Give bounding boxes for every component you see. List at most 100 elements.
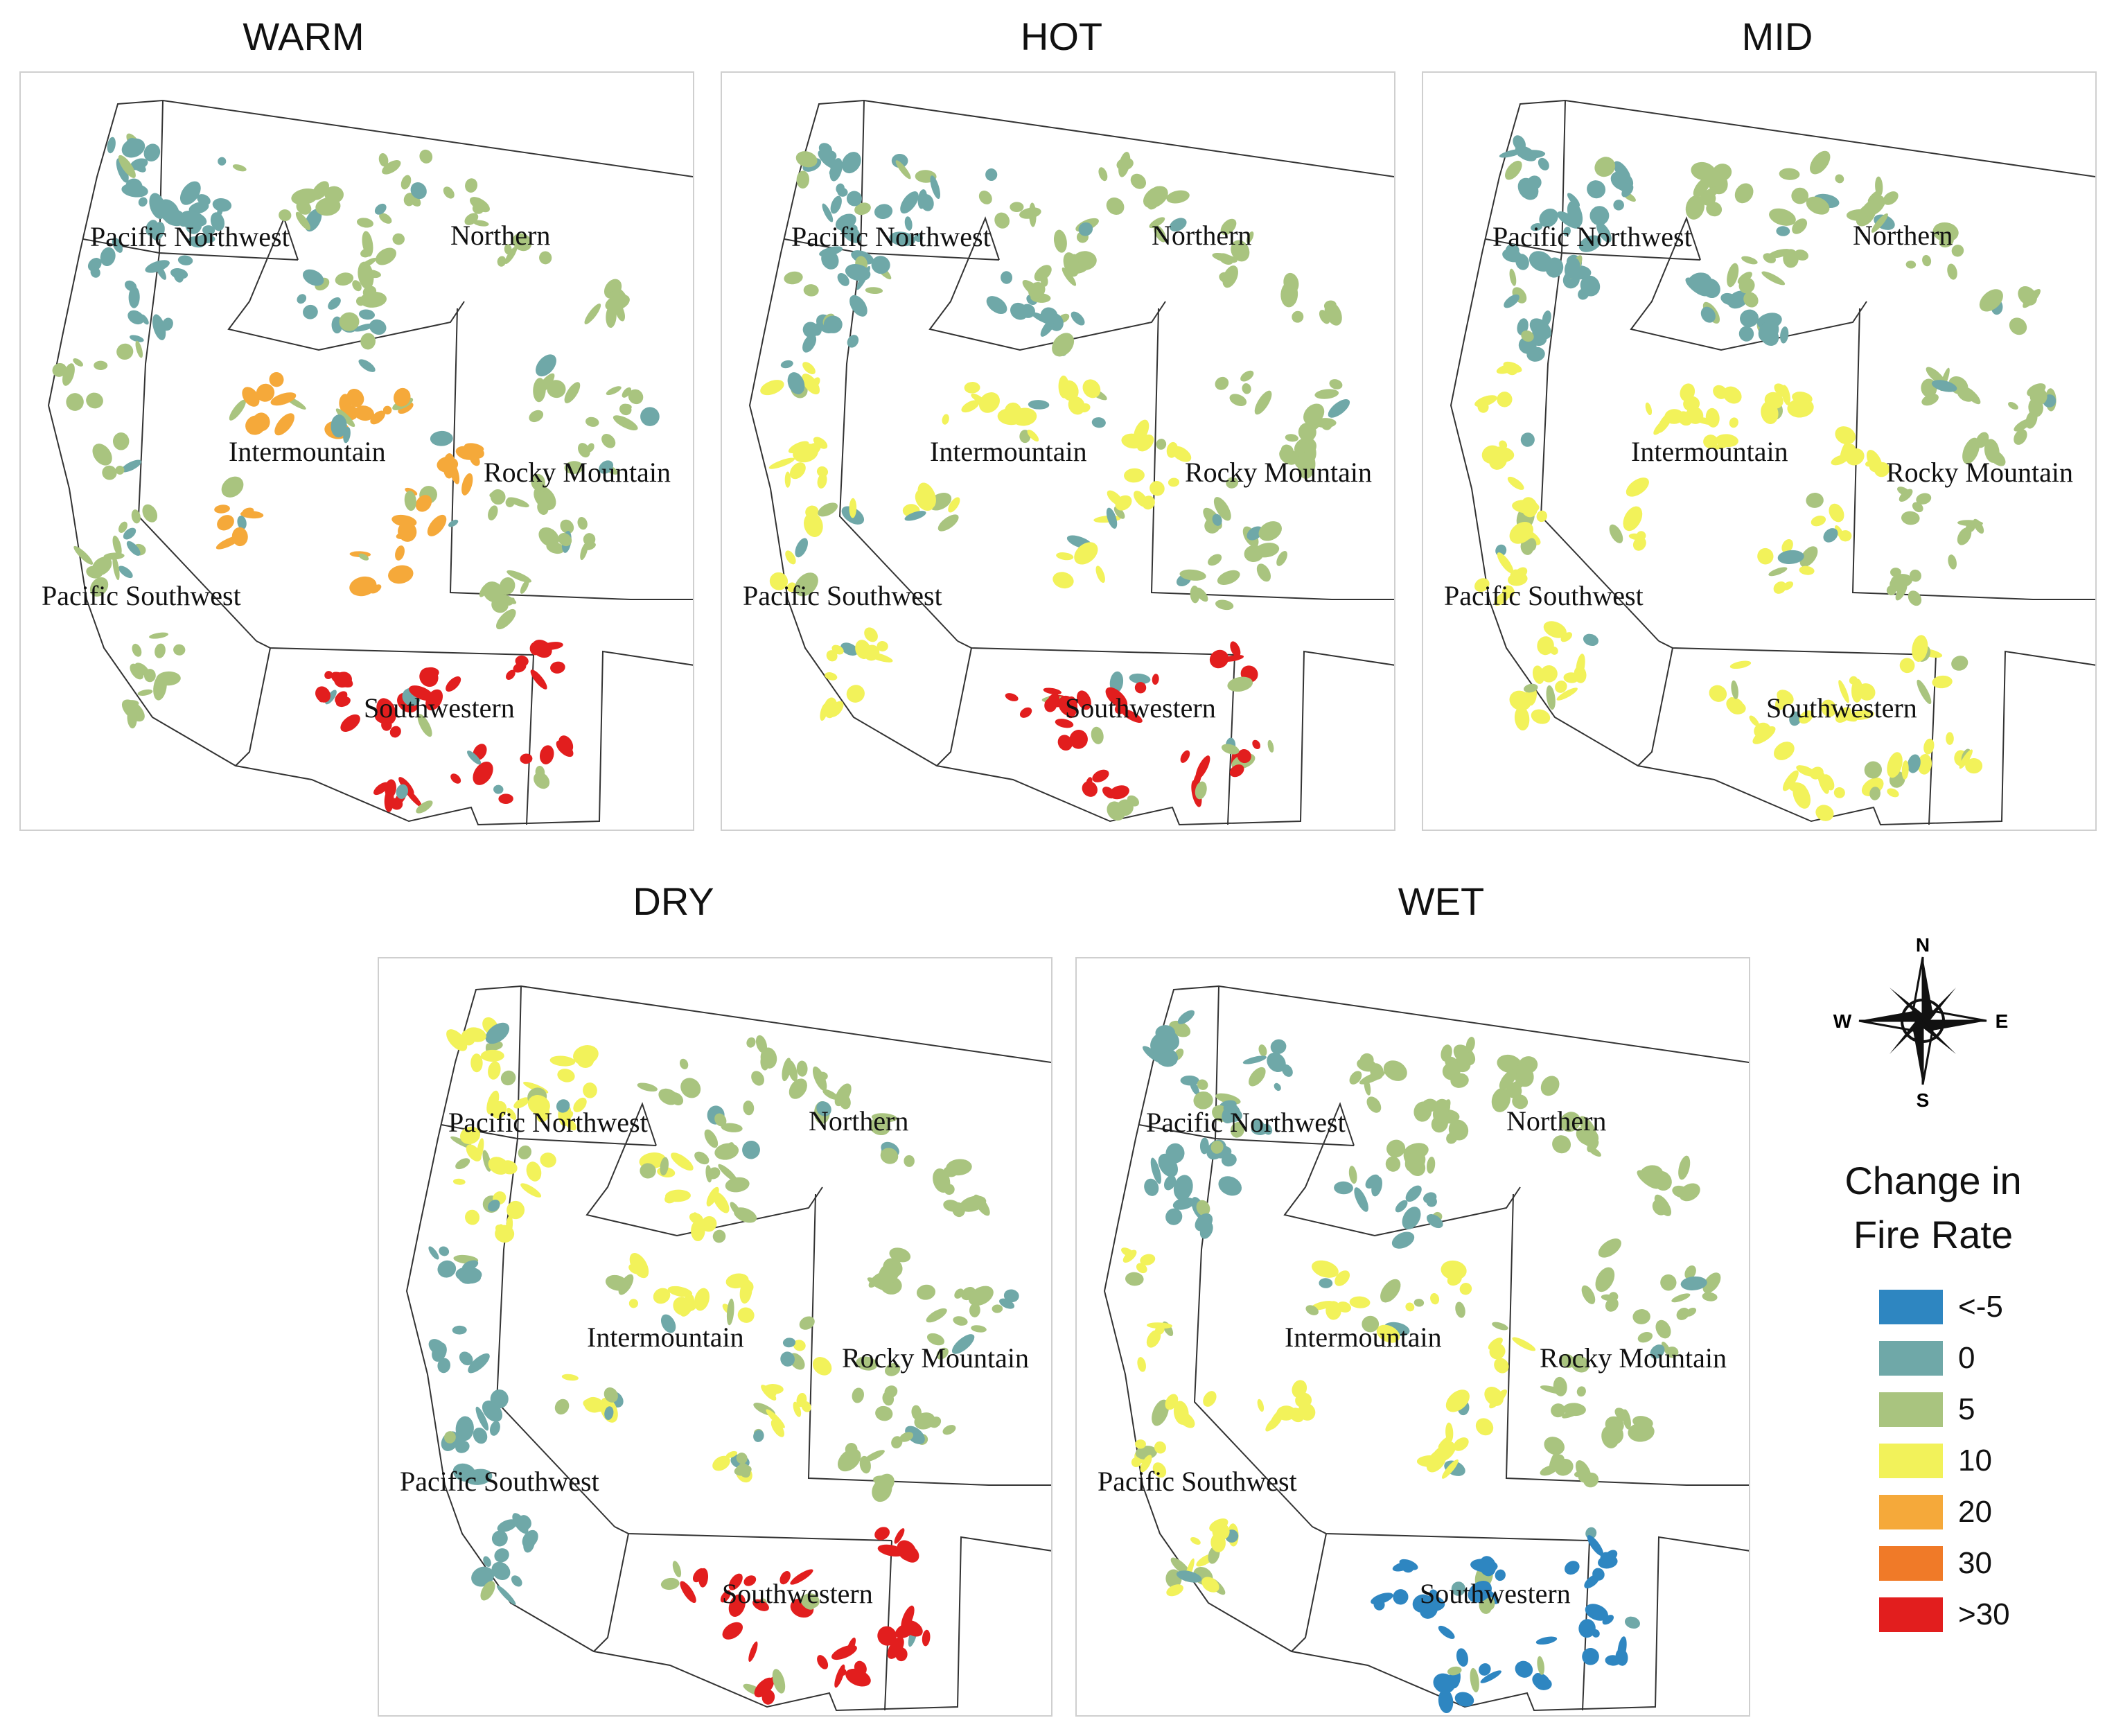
forest-patch	[1537, 1656, 1544, 1675]
forest-patch	[926, 1308, 947, 1323]
forest-patch	[1190, 1536, 1201, 1545]
forest-patch	[722, 1622, 743, 1640]
forest-patch	[279, 209, 292, 222]
forest-patch	[1201, 1577, 1219, 1593]
panel-title-warm: WARM	[243, 15, 364, 58]
forest-patch	[1886, 585, 1896, 596]
forest-patch	[789, 462, 806, 480]
forest-patch	[926, 1333, 945, 1346]
forest-patch	[135, 340, 143, 358]
forest-patch	[914, 234, 923, 243]
forest-patch	[1728, 701, 1746, 714]
forest-patch	[837, 1448, 861, 1472]
forest-patch	[891, 1436, 903, 1449]
forest-patch	[52, 362, 67, 377]
forest-patch	[1965, 757, 1983, 774]
forest-patch	[518, 1145, 532, 1159]
forest-patch	[680, 1581, 696, 1604]
forest-patch	[874, 1527, 890, 1541]
forest-patch	[1258, 1044, 1267, 1057]
map-svg-hot: Pacific Northwest Northern Intermountain Ro…	[743, 99, 1394, 826]
forest-patch	[443, 186, 455, 199]
forest-patch	[529, 642, 541, 656]
forest-patch	[1951, 245, 1964, 257]
forest-patch	[637, 1082, 658, 1092]
forest-patch	[986, 296, 1007, 315]
map-svg-warm: Pacific Northwest Northern Intermountain Ro…	[42, 99, 693, 826]
panel-title-wet: WET	[1398, 879, 1485, 923]
region-label-pacific-northwest: Pacific Northwest	[448, 1107, 648, 1138]
region-label-rocky-mountain: Rocky Mountain	[1185, 457, 1372, 488]
forest-patch	[863, 645, 880, 661]
forest-patch	[1448, 1119, 1469, 1141]
map-panel-dry: Pacific Northwest Northern Intermountain Ro…	[378, 957, 1052, 1717]
forest-patch	[1395, 1200, 1408, 1213]
forest-patch	[464, 213, 479, 225]
forest-patch	[1480, 1670, 1501, 1683]
forest-patch	[1849, 676, 1858, 685]
forest-patch	[1579, 1116, 1596, 1139]
forest-patch	[1645, 402, 1653, 416]
forest-patch	[1788, 782, 1806, 793]
forest-patch	[125, 280, 137, 292]
forest-patch	[1598, 1238, 1621, 1258]
forest-patch	[1680, 1276, 1707, 1290]
forest-patch	[753, 1430, 764, 1442]
forest-patch	[669, 1092, 684, 1105]
forest-patch	[1685, 1308, 1697, 1317]
forest-patch	[1909, 569, 1921, 582]
forest-patch	[660, 1157, 669, 1176]
forest-patch	[378, 152, 389, 167]
forest-patch	[584, 542, 596, 550]
forest-patch	[1220, 218, 1237, 236]
forest-patch	[395, 545, 405, 561]
forest-patch	[822, 1089, 838, 1100]
forest-patch	[499, 577, 516, 595]
forest-patch	[1058, 375, 1070, 398]
forest-patch	[930, 175, 941, 200]
forest-patch	[628, 1299, 638, 1308]
forest-patch	[2027, 383, 2046, 397]
forest-patch	[241, 507, 254, 516]
forest-patch	[920, 194, 934, 211]
forest-patch	[1671, 1293, 1691, 1303]
forest-patch	[660, 1314, 676, 1333]
forest-patch	[1486, 1597, 1495, 1611]
forest-patch	[803, 284, 819, 297]
legend-label: 30	[1958, 1546, 1992, 1580]
forest-patch	[826, 650, 838, 662]
forest-patch	[564, 461, 584, 474]
forest-patch	[547, 380, 566, 398]
forest-patch	[721, 1123, 743, 1132]
forest-patch	[1693, 177, 1711, 198]
forest-patch	[1195, 1213, 1213, 1231]
forest-patch	[415, 495, 432, 512]
forest-patch	[471, 1566, 495, 1587]
forest-patch	[554, 1399, 570, 1415]
forest-patch	[1623, 506, 1643, 532]
forest-patch	[1581, 1285, 1596, 1304]
forest-patch	[1729, 660, 1752, 669]
forest-patch	[155, 263, 166, 280]
forest-patch	[459, 1126, 481, 1145]
forest-patch	[229, 399, 246, 421]
forest-patch	[446, 1029, 468, 1051]
forest-patch	[1179, 569, 1206, 581]
forest-patch	[1158, 1153, 1179, 1177]
forest-patch	[1077, 690, 1091, 710]
forest-patch	[303, 304, 318, 319]
forest-patch	[834, 1083, 852, 1107]
forest-patch	[358, 553, 369, 561]
forest-patch	[1962, 437, 1980, 464]
forest-patch	[549, 1055, 576, 1067]
forest-patch	[1218, 1176, 1242, 1196]
forest-patch	[741, 1280, 754, 1293]
forest-patch	[1604, 1550, 1618, 1562]
forest-patch	[1806, 493, 1824, 508]
forest-patch	[1689, 278, 1709, 290]
forest-patch	[1497, 392, 1513, 407]
forest-patch	[769, 572, 789, 590]
region-label-northern: Northern	[809, 1105, 908, 1137]
forest-patch	[1281, 1064, 1293, 1077]
region-label-southwestern: Southwestern	[1766, 692, 1917, 724]
